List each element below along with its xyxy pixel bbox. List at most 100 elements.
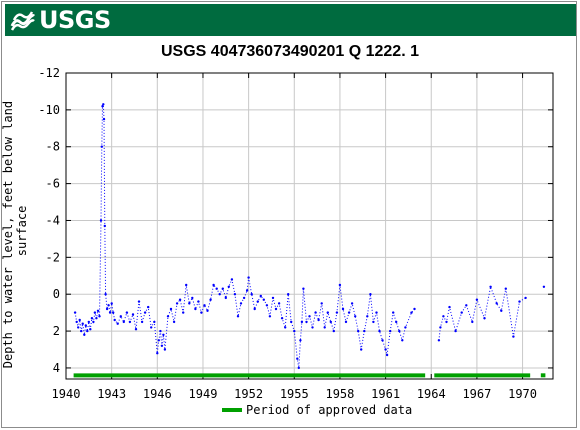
- data-point: [83, 333, 86, 336]
- data-point: [245, 289, 249, 292]
- data-point: [385, 353, 389, 357]
- data-point: [366, 315, 369, 318]
- data-point: [344, 320, 348, 324]
- data-point: [293, 329, 296, 333]
- data-point: [357, 329, 360, 333]
- data-point: [162, 333, 165, 336]
- series-line: [438, 284, 526, 341]
- data-point: [445, 320, 448, 324]
- data-point: [395, 320, 398, 324]
- data-point: [262, 298, 265, 301]
- y-tick-label: -4: [46, 213, 60, 227]
- data-point: [227, 285, 230, 288]
- data-point: [110, 302, 113, 305]
- y-tick-label: 4: [53, 361, 60, 375]
- data-point: [103, 224, 107, 228]
- data-point: [542, 285, 546, 288]
- data-point: [512, 335, 515, 338]
- data-point: [384, 348, 387, 351]
- data-point: [163, 348, 167, 351]
- data-point: [84, 324, 88, 327]
- legend: Period of approved data: [222, 401, 412, 419]
- data-point: [311, 326, 314, 329]
- y-tick-label: 2: [53, 324, 60, 338]
- data-point: [212, 283, 215, 287]
- data-point: [341, 307, 345, 311]
- data-point: [134, 328, 138, 331]
- data-point: [500, 309, 503, 312]
- x-tick-label: 1961: [371, 387, 400, 401]
- data-point: [113, 318, 116, 322]
- data-point: [147, 305, 150, 309]
- data-point: [169, 307, 173, 311]
- data-point: [95, 317, 98, 320]
- data-point: [305, 320, 308, 324]
- data-point: [302, 287, 305, 290]
- data-point: [363, 329, 366, 333]
- data-point: [259, 294, 262, 298]
- data-point: [242, 296, 246, 300]
- data-point: [256, 300, 259, 303]
- data-point: [131, 313, 135, 316]
- data-point: [197, 300, 200, 303]
- data-point: [250, 293, 253, 296]
- y-tick-label: 0: [53, 287, 60, 301]
- y-tick-label: -10: [38, 103, 60, 117]
- data-point: [271, 296, 275, 300]
- data-point: [140, 320, 144, 324]
- data-point: [81, 322, 84, 325]
- data-point: [99, 219, 103, 222]
- data-point: [296, 357, 299, 360]
- data-point: [172, 320, 176, 324]
- data-point: [159, 329, 162, 333]
- data-point: [404, 326, 407, 329]
- chart-title: USGS 404736073490201 Q 1222. 1: [161, 43, 419, 60]
- data-point: [230, 278, 234, 281]
- data-point: [112, 311, 115, 314]
- data-point: [392, 311, 395, 314]
- data-point: [265, 304, 269, 307]
- usgs-logo[interactable]: USGS: [10, 6, 111, 34]
- x-tick-label: 1958: [325, 387, 354, 401]
- data-point: [320, 302, 323, 305]
- data-point: [354, 315, 357, 318]
- plot-area: [65, 72, 554, 380]
- data-point: [381, 339, 384, 342]
- data-point: [280, 317, 284, 320]
- data-point: [454, 329, 457, 333]
- data-point: [233, 293, 237, 296]
- tick-layer: -12 -10 -8 -6 -4 -2 0 2 4 1940 1943 1946 1949 1952 195…: [38, 66, 553, 401]
- data-point: [203, 304, 206, 307]
- data-point: [398, 329, 401, 333]
- x-tick-label: 1949: [189, 387, 218, 401]
- data-point: [92, 320, 95, 324]
- data-point: [157, 339, 160, 342]
- data-point: [188, 302, 191, 305]
- data-point: [332, 329, 335, 333]
- data-point: [101, 105, 104, 108]
- legend-label: Period of approved data: [246, 403, 413, 417]
- data-point: [77, 326, 80, 329]
- data-point: [471, 320, 474, 324]
- data-point: [323, 326, 326, 329]
- data-point: [369, 293, 372, 296]
- data-point: [360, 348, 363, 351]
- data-point: [375, 311, 378, 314]
- data-point: [119, 315, 123, 318]
- data-point: [317, 318, 320, 322]
- series-layer: [73, 103, 546, 370]
- x-tick-label: 1964: [417, 387, 446, 401]
- data-point: [347, 311, 351, 314]
- grid-layer: [65, 72, 553, 379]
- x-tick-label: 1946: [143, 387, 172, 401]
- data-point: [218, 293, 221, 296]
- data-point: [104, 293, 107, 296]
- data-point: [268, 315, 272, 318]
- data-point: [182, 311, 185, 314]
- data-point: [239, 302, 243, 305]
- data-point: [175, 302, 179, 305]
- data-point: [150, 326, 153, 329]
- data-point: [274, 307, 278, 311]
